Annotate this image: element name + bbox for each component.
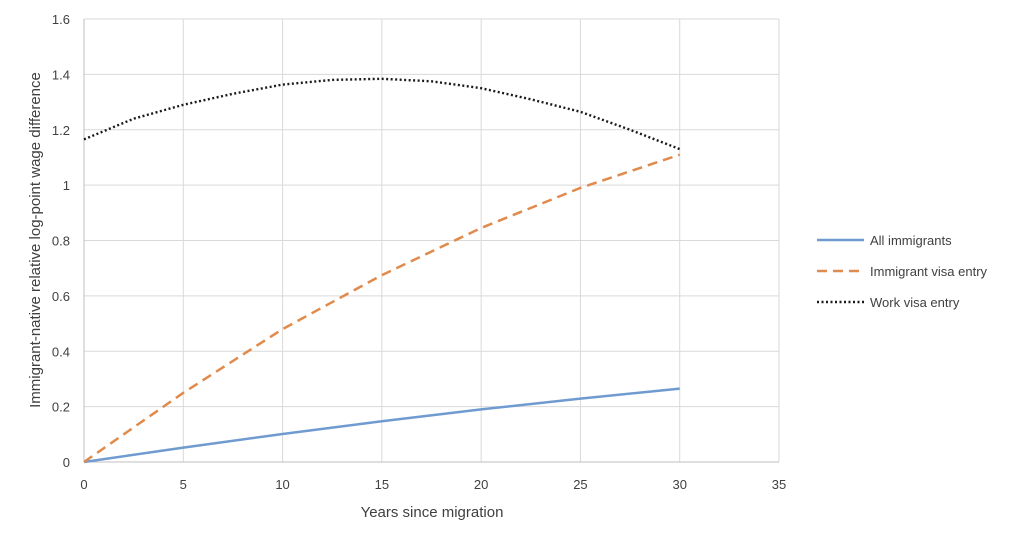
x-tick-label: 25 [573,477,587,492]
x-tick-label: 35 [772,477,786,492]
legend-label: All immigrants [870,233,952,248]
x-tick-label: 10 [275,477,289,492]
y-tick-label: 1.4 [52,67,70,82]
x-tick-label: 20 [474,477,488,492]
y-tick-label: 1.6 [52,12,70,27]
legend-label: Work visa entry [870,295,960,310]
x-tick-label: 15 [375,477,389,492]
y-tick-label: 0.4 [52,344,70,359]
y-tick-label: 0.2 [52,400,70,415]
series-lines [83,77,681,464]
y-tick-label: 0.6 [52,289,70,304]
x-tick-label: 30 [672,477,686,492]
tick-labels: 0 0.2 0.4 0.6 0.8 1 1.2 1.4 1.6 0 5 10 15 20 25 30 35 [52,12,786,492]
y-axis-title: Immigrant-native relative log-point wage… [27,72,44,408]
legend-label: Immigrant visa entry [870,264,988,279]
y-tick-label: 1 [63,178,70,193]
grid [83,18,780,463]
y-tick-label: 0 [63,455,70,470]
x-tick-label: 5 [180,477,187,492]
y-tick-label: 0.8 [52,234,70,249]
series-line-all-immigrants [83,387,680,464]
y-tick-label: 1.2 [52,123,70,138]
axes [83,19,779,463]
x-axis-title: Years since migration [361,504,504,521]
legend: All immigrants Immigrant visa entry Work v… [817,233,988,310]
series-line-work-visa-entry [83,77,681,151]
series-line-immigrant-visa-entry [83,153,681,464]
x-tick-label: 0 [80,477,87,492]
